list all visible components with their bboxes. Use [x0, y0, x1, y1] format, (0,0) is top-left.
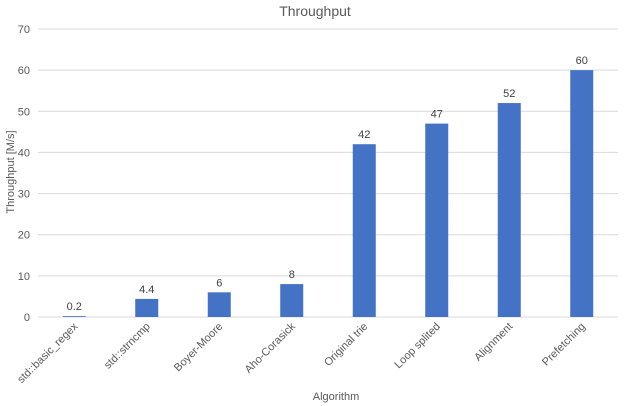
x-tick-label: std::strncmp [102, 321, 153, 372]
bar [62, 316, 86, 317]
y-tick-label: 40 [18, 147, 30, 159]
bar [425, 123, 449, 317]
data-label: 47 [431, 109, 443, 121]
x-axis-categories: std::basic_regex std::strncmp Boyer-Moore A… [15, 320, 588, 385]
y-tick-label: 70 [18, 24, 30, 36]
data-labels: 0.2 4.4 6 8 42 47 52 60 [67, 55, 588, 313]
x-tick-label: Loop splited [392, 321, 442, 371]
y-tick-label: 0 [24, 312, 30, 324]
gridlines [38, 28, 618, 318]
x-tick-label: Prefetching [540, 321, 588, 369]
data-label: 6 [216, 277, 222, 289]
x-tick-label: Alignment [472, 321, 515, 364]
y-axis-title: Throughput [M/s] [5, 130, 17, 213]
y-tick-label: 60 [18, 65, 30, 77]
bar [135, 298, 159, 317]
data-label: 52 [503, 88, 515, 100]
bar [207, 292, 231, 317]
x-tick-label: std::basic_regex [15, 320, 80, 385]
bar [570, 70, 594, 318]
x-axis-title: Algorithm [313, 391, 359, 403]
data-label: 4.4 [139, 284, 154, 296]
x-tick-label: Original trie [322, 321, 370, 369]
data-label: 60 [576, 55, 588, 67]
y-tick-label: 10 [18, 271, 30, 283]
bar [280, 284, 304, 317]
data-label: 8 [289, 269, 295, 281]
x-tick-label: Boyer-Moore [172, 321, 225, 374]
bar [497, 103, 521, 317]
x-tick-label: Aho-Corasick [243, 320, 299, 376]
bar [352, 144, 376, 317]
data-label: 0.2 [67, 301, 82, 313]
data-label: 42 [358, 129, 370, 141]
y-tick-label: 50 [18, 106, 30, 118]
chart-title: Throughput [279, 3, 351, 19]
y-tick-label: 20 [18, 230, 30, 242]
y-axis-ticks: 0 10 20 30 40 50 60 70 [18, 24, 30, 324]
bars [62, 70, 594, 318]
y-tick-label: 30 [18, 189, 30, 201]
